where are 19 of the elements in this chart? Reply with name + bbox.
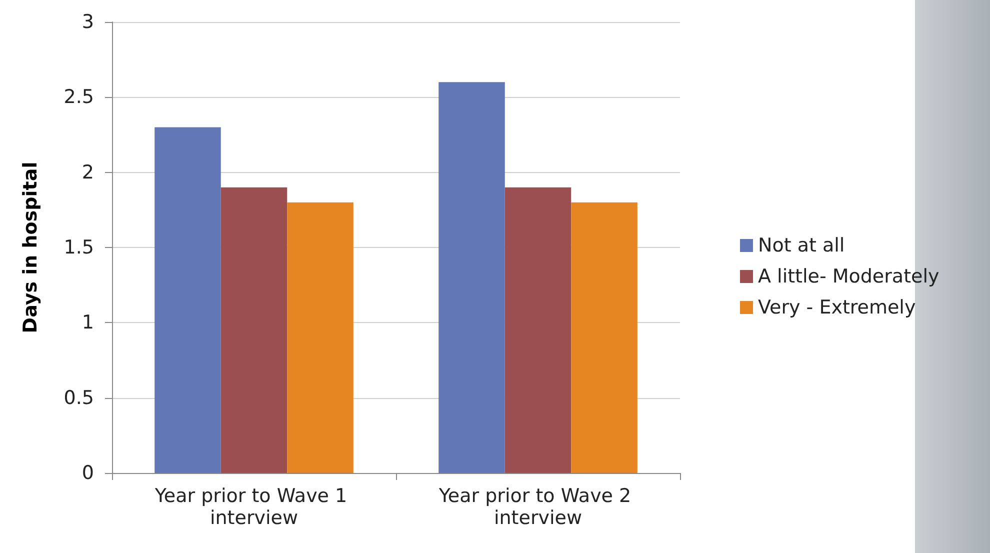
y-tick-label: 1.5 <box>64 236 94 258</box>
x-tick-label: Year prior to Wave 1 interview <box>154 485 354 529</box>
legend-label: Not at all <box>758 234 845 256</box>
bar <box>571 202 638 473</box>
y-tick-label: 3 <box>82 11 94 33</box>
bar <box>220 187 288 473</box>
y-axis-title: Days in hospital <box>20 162 42 334</box>
y-tick-label: 1 <box>82 312 94 334</box>
bar <box>438 82 505 473</box>
bar <box>287 202 354 473</box>
y-tick-label: 2 <box>82 161 94 184</box>
y-tick-label: 2.5 <box>64 86 94 108</box>
legend-label: A little- Moderately <box>758 266 940 288</box>
legend-label: Very - Extremely <box>758 296 916 318</box>
x-tick-label: Year prior to Wave 2 interview <box>438 485 638 529</box>
y-tick-label: 0.5 <box>64 386 94 409</box>
y-tick-label: 0 <box>82 462 94 484</box>
bar <box>154 127 221 473</box>
bar <box>504 187 572 473</box>
